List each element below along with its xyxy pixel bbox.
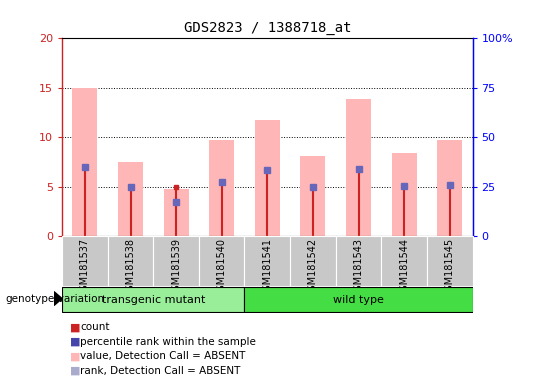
FancyBboxPatch shape	[245, 236, 290, 286]
Text: count: count	[80, 322, 110, 332]
Text: rank, Detection Call = ABSENT: rank, Detection Call = ABSENT	[80, 366, 240, 376]
FancyBboxPatch shape	[62, 286, 245, 313]
Text: GSM181538: GSM181538	[125, 238, 136, 297]
FancyBboxPatch shape	[153, 236, 199, 286]
FancyBboxPatch shape	[199, 236, 245, 286]
Bar	[437, 140, 462, 236]
Text: GSM181544: GSM181544	[399, 238, 409, 297]
Bar	[392, 153, 417, 236]
Text: transgenic mutant: transgenic mutant	[102, 295, 205, 305]
Title: GDS2823 / 1388718_at: GDS2823 / 1388718_at	[184, 21, 351, 35]
Text: ■: ■	[70, 351, 80, 361]
Text: percentile rank within the sample: percentile rank within the sample	[80, 337, 256, 347]
Text: value, Detection Call = ABSENT: value, Detection Call = ABSENT	[80, 351, 245, 361]
Text: ■: ■	[70, 337, 80, 347]
Bar	[164, 189, 188, 236]
Bar	[118, 162, 143, 236]
Text: genotype/variation: genotype/variation	[5, 294, 105, 304]
Bar	[72, 88, 97, 236]
Text: GSM181541: GSM181541	[262, 238, 272, 297]
Bar	[300, 156, 326, 236]
Text: wild type: wild type	[333, 295, 384, 305]
FancyBboxPatch shape	[245, 286, 472, 313]
FancyBboxPatch shape	[427, 236, 472, 286]
Bar	[346, 99, 371, 236]
FancyBboxPatch shape	[290, 236, 336, 286]
Polygon shape	[54, 292, 62, 306]
Bar	[255, 121, 280, 236]
Text: GSM181537: GSM181537	[80, 238, 90, 297]
Text: GSM181539: GSM181539	[171, 238, 181, 297]
Text: GSM181540: GSM181540	[217, 238, 227, 297]
FancyBboxPatch shape	[62, 236, 107, 286]
FancyBboxPatch shape	[381, 236, 427, 286]
Text: ■: ■	[70, 366, 80, 376]
FancyBboxPatch shape	[107, 236, 153, 286]
FancyBboxPatch shape	[336, 236, 381, 286]
Text: ■: ■	[70, 322, 80, 332]
Text: GSM181543: GSM181543	[354, 238, 363, 297]
Text: GSM181542: GSM181542	[308, 238, 318, 297]
Bar	[209, 140, 234, 236]
Text: GSM181545: GSM181545	[445, 238, 455, 297]
